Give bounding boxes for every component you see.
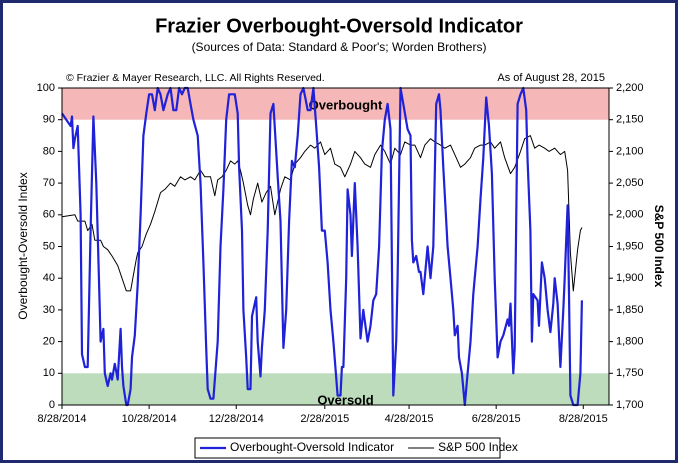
x-tick-label: 8/28/2014 bbox=[38, 413, 87, 425]
chart-title: Frazier Overbought-Oversold Indicator bbox=[155, 15, 523, 37]
y2-tick-label: 1,700 bbox=[616, 399, 644, 411]
y-tick-label: 60 bbox=[43, 209, 55, 221]
band-label: Oversold bbox=[317, 393, 373, 408]
y2-tick-label: 2,100 bbox=[616, 145, 644, 157]
series-line bbox=[61, 135, 583, 292]
x-tick-label: 8/28/2015 bbox=[559, 413, 608, 425]
x-tick-label: 12/28/2014 bbox=[209, 413, 264, 425]
y-tick-label: 30 bbox=[43, 304, 55, 316]
band-label: Overbought bbox=[309, 97, 383, 112]
y2-tick-label: 1,800 bbox=[616, 336, 644, 348]
y-tick-label: 20 bbox=[43, 336, 55, 348]
y-tick-label: 90 bbox=[43, 114, 55, 126]
y-tick-label: 70 bbox=[43, 177, 55, 189]
y-tick-label: 10 bbox=[43, 367, 55, 379]
y2-tick-label: 2,150 bbox=[616, 114, 644, 126]
legend-label: S&P 500 Index bbox=[438, 440, 518, 454]
legend-label: Overbought-Oversold Indicator bbox=[230, 440, 394, 454]
y-tick-label: 0 bbox=[49, 399, 55, 411]
as-of-date: As of August 28, 2015 bbox=[497, 72, 605, 84]
x-tick-label: 10/28/2014 bbox=[122, 413, 177, 425]
y2-tick-label: 1,950 bbox=[616, 240, 644, 252]
y2-tick-label: 1,900 bbox=[616, 272, 644, 284]
y-tick-label: 40 bbox=[43, 272, 55, 284]
y-tick-label: 80 bbox=[43, 145, 55, 157]
y-tick-label: 50 bbox=[43, 240, 55, 252]
y-axis-label: Overbought-Oversold Index bbox=[16, 172, 30, 319]
copyright: © Frazier & Mayer Research, LLC. All Rig… bbox=[66, 72, 325, 84]
plot-border bbox=[61, 87, 610, 406]
y2-tick-label: 1,850 bbox=[616, 304, 644, 316]
x-tick-label: 4/28/2015 bbox=[385, 413, 434, 425]
x-tick-label: 6/28/2015 bbox=[472, 413, 521, 425]
y2-tick-label: 2,000 bbox=[616, 209, 644, 221]
y2-tick-label: 1,750 bbox=[616, 367, 644, 379]
legend-box bbox=[194, 437, 501, 459]
y2-axis-label: S&P 500 Index bbox=[652, 205, 666, 288]
y-tick-label: 100 bbox=[37, 82, 55, 94]
x-tick-label: 2/28/2015 bbox=[300, 413, 349, 425]
series-line bbox=[61, 86, 583, 407]
y2-tick-label: 2,200 bbox=[616, 82, 644, 94]
y2-tick-label: 2,050 bbox=[616, 177, 644, 189]
chart-subtitle: (Sources of Data: Standard & Poor's; Wor… bbox=[192, 40, 487, 54]
